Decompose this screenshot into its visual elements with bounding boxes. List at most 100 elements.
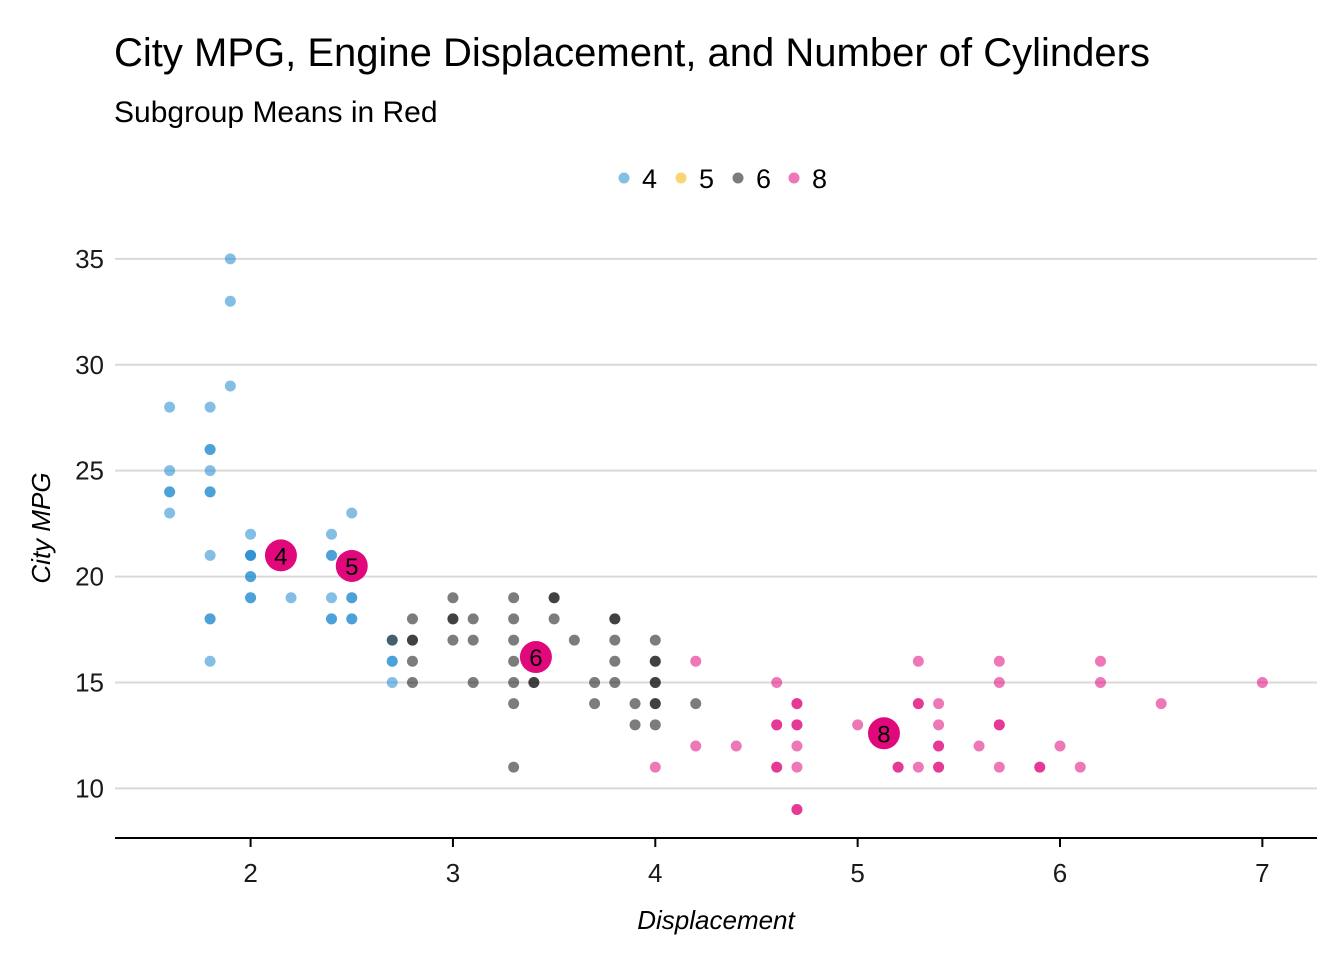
chart-title: City MPG, Engine Displacement, and Numbe… [114, 31, 1150, 75]
data-point-6-cyl [447, 592, 459, 604]
data-point-6-cyl [508, 761, 520, 773]
data-point-6-cyl [649, 719, 661, 731]
data-point-8-cyl [993, 655, 1005, 667]
data-point-6-cyl [447, 613, 459, 625]
data-point-8-cyl [791, 761, 803, 773]
data-point-6-cyl [629, 698, 641, 710]
y-tick-label: 25 [75, 456, 104, 486]
data-point-4-cyl [204, 549, 216, 561]
data-point-8-cyl [791, 804, 803, 816]
data-point-8-cyl [993, 719, 1005, 731]
legend-label: 6 [756, 164, 771, 194]
mean-marker [519, 641, 552, 674]
data-point-6-cyl [589, 698, 601, 710]
data-point-6-cyl [548, 613, 560, 625]
data-point-6-cyl [649, 655, 661, 667]
data-point-4-cyl [164, 401, 176, 413]
x-tick-label: 2 [243, 858, 257, 888]
data-point-4-cyl [326, 592, 338, 604]
data-point-4-cyl [204, 465, 216, 477]
data-point-8-cyl [993, 676, 1005, 688]
data-point-8-cyl [912, 761, 924, 773]
mean-label: 6 [529, 645, 542, 672]
data-points [164, 253, 1268, 816]
data-point-4-cyl [204, 443, 216, 455]
data-point-4-cyl [245, 592, 257, 604]
data-point-6-cyl [406, 655, 418, 667]
data-point-6-cyl [528, 676, 540, 688]
x-tick-label: 7 [1255, 858, 1269, 888]
y-axis-title: City MPG [26, 472, 56, 583]
legend-key [788, 172, 800, 184]
data-point-6-cyl [447, 634, 459, 646]
data-point-8-cyl [771, 761, 783, 773]
y-tick-label: 10 [75, 773, 104, 803]
subgroup-means: 4 5 6 8 [264, 539, 900, 750]
data-point-8-cyl [973, 740, 985, 752]
data-point-8-cyl [690, 655, 702, 667]
data-point-6-cyl [386, 634, 398, 646]
gridlines [115, 257, 1317, 790]
data-point-8-cyl [852, 719, 864, 731]
data-point-8-cyl [1094, 676, 1106, 688]
data-point-6-cyl [609, 613, 621, 625]
data-point-8-cyl [771, 719, 783, 731]
data-point-6-cyl [467, 634, 479, 646]
data-point-6-cyl [508, 676, 520, 688]
data-point-6-cyl [649, 676, 661, 688]
data-point-6-cyl [649, 698, 661, 710]
data-point-4-cyl [326, 528, 338, 540]
data-point-4-cyl [164, 507, 176, 519]
data-point-6-cyl [690, 698, 702, 710]
data-point-4-cyl [204, 486, 216, 498]
legend-key [675, 172, 687, 184]
data-point-8-cyl [791, 719, 803, 731]
data-point-4-cyl [245, 571, 257, 583]
mean-label: 8 [877, 721, 890, 748]
data-point-4-cyl [224, 253, 236, 265]
data-point-4-cyl [386, 655, 398, 667]
y-tick-label: 30 [75, 350, 104, 380]
data-point-6-cyl [649, 634, 661, 646]
data-point-8-cyl [791, 740, 803, 752]
x-tick-label: 5 [850, 858, 864, 888]
mean-marker [867, 717, 900, 750]
data-point-6-cyl [609, 655, 621, 667]
data-point-4-cyl [346, 613, 358, 625]
data-point-4-cyl [346, 592, 358, 604]
data-point-8-cyl [933, 761, 945, 773]
data-point-8-cyl [912, 655, 924, 667]
data-point-8-cyl [1256, 676, 1268, 688]
data-point-8-cyl [1155, 698, 1167, 710]
data-point-4-cyl [204, 655, 216, 667]
data-point-8-cyl [771, 676, 783, 688]
x-tick-label: 6 [1053, 858, 1067, 888]
data-point-4-cyl [285, 592, 297, 604]
data-point-6-cyl [406, 676, 418, 688]
legend-label: 4 [642, 164, 657, 194]
data-point-8-cyl [993, 761, 1005, 773]
data-point-8-cyl [1094, 655, 1106, 667]
data-point-6-cyl [508, 698, 520, 710]
x-axis-title: Displacement [637, 905, 796, 935]
legend: 4 5 6 8 [618, 164, 827, 194]
data-point-6-cyl [406, 613, 418, 625]
data-point-6-cyl [548, 592, 560, 604]
data-point-8-cyl [933, 719, 945, 731]
data-point-6-cyl [508, 592, 520, 604]
mean-marker [264, 539, 297, 572]
data-point-8-cyl [649, 761, 661, 773]
data-point-6-cyl [508, 655, 520, 667]
data-point-8-cyl [912, 698, 924, 710]
data-point-6-cyl [568, 634, 580, 646]
data-point-6-cyl [609, 634, 621, 646]
data-point-4-cyl [326, 613, 338, 625]
data-point-8-cyl [933, 698, 945, 710]
y-tick-label: 35 [75, 244, 104, 274]
mean-label: 4 [274, 543, 287, 570]
data-point-4-cyl [326, 549, 338, 561]
x-tick-label: 3 [446, 858, 460, 888]
data-point-8-cyl [791, 698, 803, 710]
data-point-8-cyl [690, 740, 702, 752]
x-tick-label: 4 [648, 858, 662, 888]
